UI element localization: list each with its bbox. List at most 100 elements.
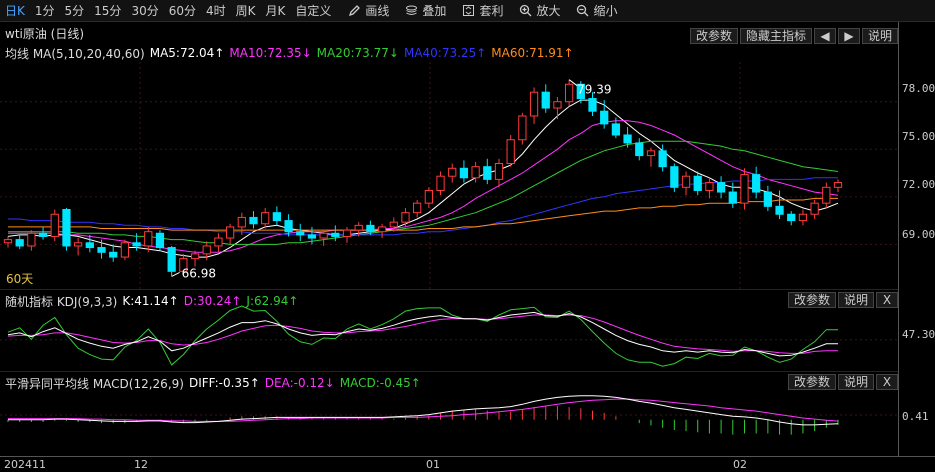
timeframe-4[interactable]: 30分 — [131, 3, 159, 18]
tool-label: 画线 — [365, 4, 390, 18]
scroll-left-button[interactable]: ◀ — [813, 28, 836, 44]
timeframe-0[interactable]: 日K — [5, 3, 25, 18]
y-tick-75: 75.00 — [902, 130, 935, 143]
scroll-right-button[interactable]: ▶ — [837, 28, 860, 44]
kdj-d-line — [7, 314, 838, 354]
candle-body — [775, 205, 784, 215]
kdj-edit-params-button[interactable]: 改参数 — [787, 292, 836, 308]
y-tick-78: 78.00 — [902, 82, 935, 95]
tool-group: 画线 叠加 套利 放大 缩小 — [340, 0, 625, 22]
ma-line-ma60 — [8, 197, 838, 231]
tool-layers-button[interactable]: 叠加 — [397, 0, 454, 22]
ma60-value: MA60:71.91↑ — [491, 46, 574, 60]
macd-plot[interactable] — [0, 372, 898, 456]
candle-body — [716, 182, 726, 193]
candle-body — [635, 142, 644, 157]
candle-body — [284, 220, 293, 233]
candle-body — [109, 251, 118, 258]
tool-label: 缩小 — [593, 4, 618, 18]
candle-body — [85, 242, 94, 249]
kdj-k-line — [7, 311, 838, 357]
candle-body — [389, 221, 398, 228]
candle-body — [179, 258, 188, 272]
timeframe-6[interactable]: 4时 — [206, 3, 226, 18]
timeframe-7[interactable]: 周K — [235, 3, 256, 18]
tool-pencil-button[interactable]: 画线 — [340, 0, 397, 22]
macd-panel[interactable]: 平滑异同平均线 MACD(12,26,9) DIFF:-0.35↑ DEA:-0… — [0, 372, 898, 456]
kdj-d-value: D:30.24↑ — [183, 294, 242, 308]
macd-edit-params-button[interactable]: 改参数 — [787, 374, 836, 390]
candle-body — [401, 212, 410, 223]
x-tick-12: 12 — [134, 458, 148, 471]
tool-arbitrage-button[interactable]: 套利 — [454, 0, 511, 22]
candle-body — [693, 175, 702, 191]
ma-legend: 均线 MA(5,10,20,40,60) MA5:72.04↑ MA10:72.… — [0, 44, 574, 62]
timeframe-8[interactable]: 月K — [265, 3, 286, 18]
kdj-panel[interactable]: 随机指标 KDJ(9,3,3) K:41.14↑ D:30.24↑ J:62.9… — [0, 290, 898, 372]
ma-line-ma5 — [7, 99, 839, 258]
candle-body — [413, 202, 422, 214]
candle-body — [565, 83, 574, 103]
candle-body — [38, 232, 48, 237]
candle-body — [155, 232, 165, 249]
candle-body — [296, 231, 305, 236]
kdj-close-button[interactable]: X — [876, 292, 898, 308]
high-marker — [568, 79, 578, 87]
candle-body — [354, 224, 363, 231]
macd-dea-line — [8, 398, 839, 422]
candle-body — [459, 167, 469, 179]
low-label: 66.98 — [182, 266, 216, 280]
help-button[interactable]: 说明 — [861, 28, 898, 44]
main-chart-panel[interactable]: wti原油 (日线) 均线 MA(5,10,20,40,60) MA5:72.0… — [0, 22, 898, 290]
timeframe-1[interactable]: 1分 — [34, 3, 55, 18]
tool-zoom-out-button[interactable]: 缩小 — [568, 0, 625, 22]
period-label: 60天 — [6, 272, 34, 286]
candle-body — [518, 115, 527, 141]
macd-diff-value: DIFF:-0.35↑ — [188, 376, 260, 390]
candle-body — [728, 191, 737, 204]
candle-body — [249, 216, 258, 225]
tool-zoom-in-button[interactable]: 放大 — [511, 0, 568, 22]
candle-body — [424, 189, 433, 204]
candle-body — [448, 167, 457, 177]
candle-body — [225, 226, 235, 239]
ma10-value: MA10:72.35↓ — [229, 46, 312, 60]
candle-body — [529, 91, 539, 117]
pencil-icon — [348, 4, 365, 17]
edit-params-button[interactable]: 改参数 — [689, 28, 738, 44]
kdj-plot[interactable] — [0, 290, 898, 372]
candle-body — [74, 242, 83, 247]
tool-label: 叠加 — [422, 4, 447, 18]
timeframe-group: 日K 1分 5分 15分 30分 60分 4时 周K 月K 自定义 — [0, 0, 336, 22]
macd-close-button[interactable]: X — [876, 374, 898, 390]
x-tick-202411: 202411 — [4, 458, 46, 471]
macd-legend: 平滑异同平均线 MACD(12,26,9) DIFF:-0.35↑ DEA:-0… — [0, 374, 421, 392]
tool-label: 放大 — [536, 4, 561, 18]
high-label: 79.39 — [577, 83, 611, 97]
chart-title: wti原油 (日线) — [5, 26, 85, 41]
hide-main-indicator-button[interactable]: 隐藏主指标 — [739, 28, 812, 44]
timeframe-5[interactable]: 60分 — [168, 3, 196, 18]
kdj-label: 随机指标 KDJ(9,3,3) — [5, 294, 118, 309]
toolbar: 日K 1分 5分 15分 30分 60分 4时 周K 月K 自定义 画线 叠加 套利 放大 缩小 — [0, 0, 935, 22]
macd-y-tick: 0.41 — [902, 410, 929, 423]
candle-body — [787, 213, 796, 222]
timeframe-2[interactable]: 5分 — [64, 3, 85, 18]
macd-help-button[interactable]: 说明 — [837, 374, 874, 390]
candle-body — [342, 229, 352, 237]
kdj-help-button[interactable]: 说明 — [837, 292, 874, 308]
candle-body — [798, 213, 808, 222]
candle-body — [214, 237, 223, 247]
timeframe-9[interactable]: 自定义 — [295, 3, 332, 18]
timeframe-3[interactable]: 15分 — [94, 3, 122, 18]
candle-body — [3, 239, 13, 244]
candle-body — [436, 175, 445, 191]
candlestick-plot[interactable]: 79.39 66.98 — [0, 22, 898, 290]
candle-body — [319, 232, 328, 239]
candle-body — [27, 232, 36, 247]
kdj-k-value: K:41.14↑ — [122, 294, 179, 308]
candle-body — [810, 202, 819, 215]
candle-body — [763, 191, 772, 207]
candle-body — [576, 83, 585, 100]
time-axis: 202411 12 01 02 — [0, 456, 935, 472]
